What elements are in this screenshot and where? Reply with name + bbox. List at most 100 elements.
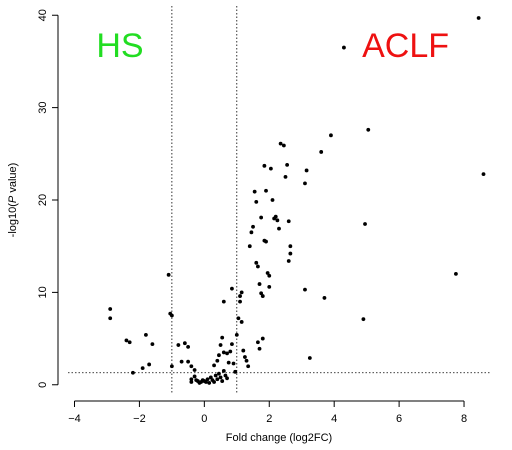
data-point <box>322 296 327 300</box>
data-point <box>329 133 333 138</box>
data-point <box>283 175 288 179</box>
data-point <box>166 272 171 277</box>
data-point <box>179 359 184 364</box>
y-axis-title-suffix: value) <box>7 163 19 196</box>
data-point <box>238 294 242 298</box>
data-point <box>218 375 223 380</box>
data-point <box>363 222 367 226</box>
data-point <box>265 271 270 275</box>
y-tick-label: 0 <box>37 382 49 388</box>
data-point <box>220 335 225 340</box>
data-point <box>267 284 272 289</box>
data-point <box>260 336 265 341</box>
data-point <box>259 291 264 296</box>
x-tick-label: −2 <box>133 413 146 425</box>
data-point <box>131 370 135 375</box>
data-point <box>303 287 307 292</box>
data-point <box>278 141 283 146</box>
data-point <box>366 127 371 132</box>
data-point <box>476 16 481 20</box>
data-point <box>319 150 324 154</box>
data-point <box>273 214 278 219</box>
x-axis: −4 −2 0 2 4 6 8 <box>68 400 467 425</box>
data-point <box>481 172 486 177</box>
x-tick-label: −4 <box>68 413 81 425</box>
data-point <box>221 350 226 355</box>
x-tick-label: 0 <box>201 413 207 425</box>
y-axis-title-italic: P <box>7 195 19 203</box>
x-tick-label: 8 <box>461 413 467 425</box>
data-point <box>144 332 148 337</box>
data-point <box>186 359 191 364</box>
data-point <box>189 364 194 369</box>
data-point <box>212 380 216 384</box>
y-tick-label: 40 <box>37 9 49 21</box>
data-point <box>251 224 255 229</box>
data-point <box>342 45 346 50</box>
data-point <box>205 377 210 382</box>
data-point <box>286 219 291 224</box>
data-point <box>267 273 272 278</box>
data-point <box>218 343 223 347</box>
data-point <box>217 353 221 358</box>
data-point <box>257 282 262 286</box>
data-point <box>249 230 254 235</box>
x-tick-label: 6 <box>396 413 402 425</box>
data-point <box>228 349 233 354</box>
data-point <box>262 163 267 168</box>
data-point <box>260 294 265 298</box>
data-point <box>254 199 259 204</box>
data-point <box>127 340 132 345</box>
data-point <box>288 244 293 249</box>
data-point <box>124 338 129 343</box>
data-point <box>176 343 181 347</box>
data-point <box>239 290 244 295</box>
data-point <box>150 342 155 347</box>
y-axis-title: -log10(P value) <box>7 163 19 238</box>
data-point <box>307 356 312 360</box>
data-point <box>256 340 260 345</box>
data-point <box>259 215 264 220</box>
data-point <box>244 358 249 363</box>
data-point <box>247 244 252 249</box>
data-point <box>215 377 220 382</box>
data-point <box>264 188 268 193</box>
data-point <box>233 369 238 374</box>
data-point <box>268 166 273 171</box>
data-point <box>220 379 225 383</box>
y-tick-label: 20 <box>37 194 49 206</box>
data-point <box>238 299 242 304</box>
x-tick-label: 4 <box>331 413 337 425</box>
data-point <box>182 341 187 346</box>
data-point <box>234 332 239 337</box>
data-point <box>288 251 293 256</box>
threshold-lines <box>68 6 490 394</box>
data-point <box>281 143 286 148</box>
plot-area <box>68 6 490 394</box>
data-point <box>108 307 113 311</box>
data-point <box>243 355 247 359</box>
y-axis: 0 10 20 30 40 <box>37 9 59 388</box>
data-point <box>215 358 220 363</box>
data-point <box>264 239 268 244</box>
data-point <box>226 360 231 365</box>
data-point <box>213 373 218 378</box>
data-point <box>256 264 260 269</box>
data-point <box>236 316 241 321</box>
data-point <box>304 168 309 173</box>
aclf-group-label: ACLF <box>362 27 449 65</box>
data-point <box>208 375 213 380</box>
data-point <box>204 380 208 384</box>
data-point <box>254 260 259 265</box>
data-point <box>454 272 458 276</box>
hs-group-label: HS <box>96 27 143 65</box>
data-point <box>230 286 234 291</box>
data-point <box>192 374 197 379</box>
data-point <box>230 342 234 347</box>
data-point <box>223 373 228 378</box>
data-point <box>275 218 280 223</box>
y-axis-title-prefix: -log10( <box>7 203 19 238</box>
y-tick-label: 30 <box>37 101 49 113</box>
data-point <box>303 181 307 186</box>
